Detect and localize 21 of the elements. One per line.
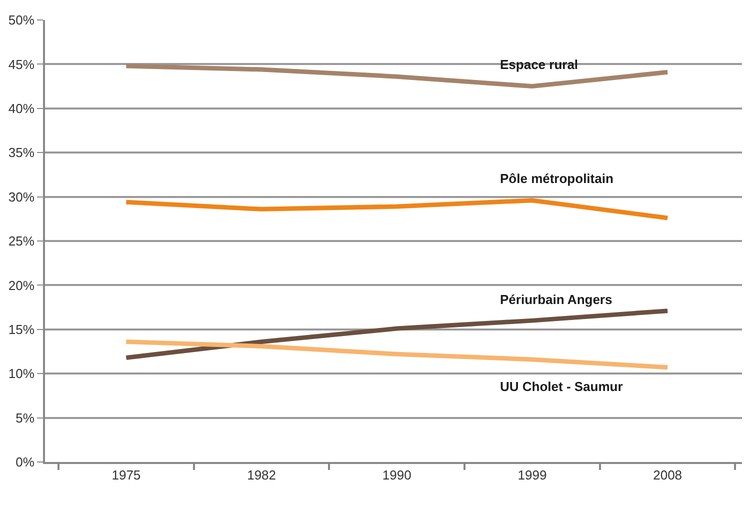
y-tick-label: 0% — [16, 454, 35, 470]
x-tick-label: 1982 — [247, 468, 276, 483]
y-tick-label: 25% — [8, 234, 35, 249]
y-tick-label: 20% — [8, 278, 35, 293]
y-tick-label: 10% — [8, 366, 35, 382]
y-tick-label: 35% — [8, 145, 35, 160]
y-tick-label: 15% — [8, 322, 35, 337]
series-label: UU Cholet - Saumur — [500, 379, 623, 394]
series-label: Périurbain Angers — [500, 292, 612, 307]
y-tick-label: 50% — [8, 12, 35, 28]
series-label: Pôle métropolitain — [500, 171, 614, 186]
y-tick-label: 45% — [8, 56, 35, 72]
x-tick-label: 1975 — [112, 468, 141, 483]
y-tick-label: 5% — [16, 410, 35, 426]
x-tick-label: 1999 — [518, 468, 547, 483]
series-label: Espace rural — [500, 57, 578, 72]
line-series — [124, 308, 670, 360]
y-tick-label: 30% — [8, 189, 35, 204]
y-tick-label: 40% — [8, 100, 35, 116]
x-tick-label: 1990 — [382, 468, 412, 483]
x-tick-label: 2008 — [653, 468, 682, 483]
